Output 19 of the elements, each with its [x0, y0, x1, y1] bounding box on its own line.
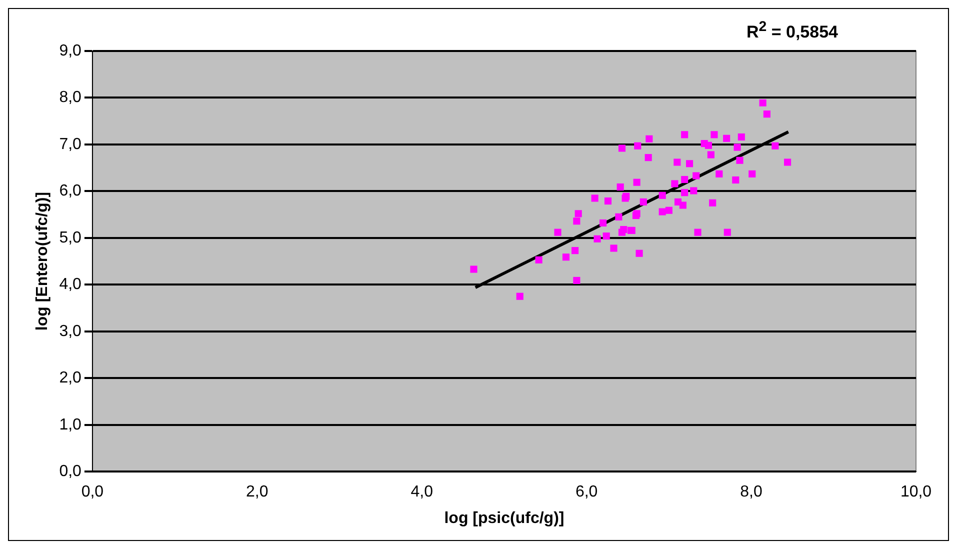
y-tick-label: 1,0	[59, 416, 82, 434]
y-tick-label: 2,0	[59, 370, 82, 387]
x-tick-label: 6,0	[575, 484, 598, 501]
x-axis-title: log [psic(ufc/g)]	[444, 510, 564, 527]
x-tick-label: 0,0	[81, 484, 104, 501]
y-tick-label: 8,0	[59, 89, 82, 106]
y-tick-label: 9,0	[59, 42, 82, 60]
y-tick-label: 4,0	[59, 276, 82, 294]
x-tick-label: 10,0	[900, 484, 932, 501]
x-tick-label: 4,0	[410, 484, 434, 501]
x-tick-label: 2,0	[246, 484, 268, 501]
text: R$^{2}$ = 0,5854	[746, 19, 838, 43]
y-axis-title: log [Entero(ufc/g)]	[34, 192, 52, 331]
y-tick-label: 7,0	[59, 136, 82, 153]
x-tick-label: 8,0	[740, 484, 763, 501]
y-tick-label: 0,0	[59, 463, 82, 480]
y-tick-label: 3,0	[59, 322, 82, 340]
y-tick-label: 5,0	[59, 229, 82, 246]
y-tick-label: 6,0	[59, 182, 82, 200]
